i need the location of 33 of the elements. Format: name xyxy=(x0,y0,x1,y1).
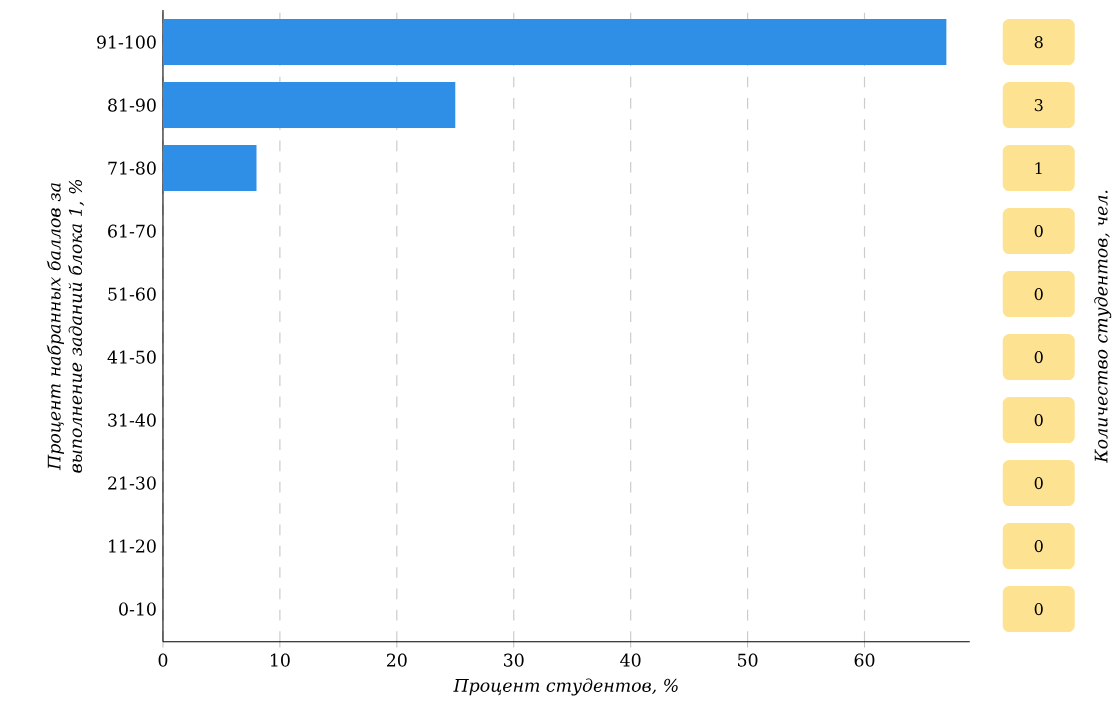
text: 0 xyxy=(1034,603,1043,616)
text: 0 xyxy=(1034,414,1043,427)
x-tick-label: 40 xyxy=(620,653,641,667)
text: 0 xyxy=(1034,477,1043,490)
bar xyxy=(162,145,257,192)
y-tick-label: 41-50 xyxy=(107,350,156,364)
text: 0 xyxy=(1034,351,1043,364)
x-axis-title: Процент студентов, % xyxy=(453,678,678,696)
x-tick-label: 0 xyxy=(158,653,168,667)
bar xyxy=(162,82,456,129)
y-tick-label: 31-40 xyxy=(108,413,156,427)
y-tick-label: 81-90 xyxy=(108,98,156,112)
x-tick-label: 50 xyxy=(738,653,758,667)
text: 0 xyxy=(1034,225,1043,238)
text: 3 xyxy=(1034,99,1043,112)
y-tick-label: 71-80 xyxy=(108,161,156,175)
x-tick-label: 20 xyxy=(386,653,407,667)
text: 0 xyxy=(1034,540,1043,553)
y-tick-label: 0-10 xyxy=(119,602,156,616)
x-tick-label: 30 xyxy=(504,653,524,667)
bar xyxy=(162,19,947,66)
x-tick-label: 60 xyxy=(854,653,875,667)
y-tick-label: 51-60 xyxy=(108,287,156,301)
text: 8 xyxy=(1034,36,1043,49)
y-tick-label: 61-70 xyxy=(108,224,156,238)
y-tick-label: 21-30 xyxy=(108,476,156,490)
text: Количество студентов, чел. xyxy=(1094,190,1112,464)
y-axis-title: Процент набранных баллов за выполнение заданий блока 1, % xyxy=(46,179,85,473)
x-tick-label: 10 xyxy=(270,653,290,667)
y-tick-label: 11-20 xyxy=(109,539,156,553)
y-tick-label: 91-100 xyxy=(97,35,156,49)
text: 1 xyxy=(1035,162,1042,175)
text: 0 xyxy=(1034,288,1043,301)
